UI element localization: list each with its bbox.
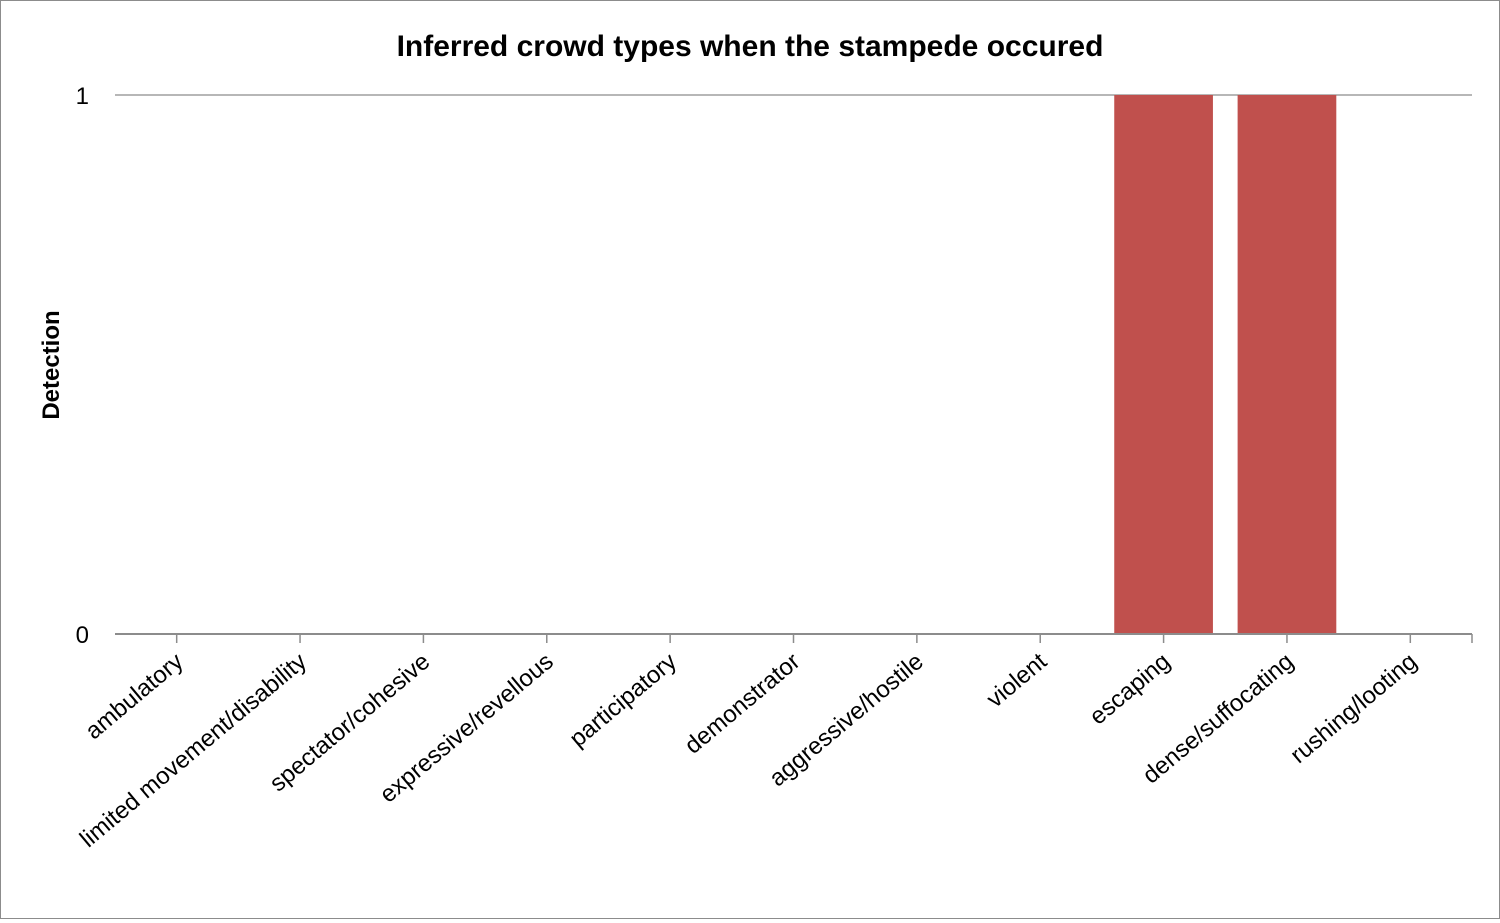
x-tick-label: violent bbox=[982, 648, 1053, 713]
y-axis-label: Detection bbox=[38, 310, 65, 419]
y-axis-ticks: 01 bbox=[76, 83, 89, 649]
x-tick-label: ambulatory bbox=[80, 648, 188, 745]
bar bbox=[1114, 95, 1213, 634]
y-tick-label: 0 bbox=[76, 622, 89, 649]
x-tick-label: limited movement/disability bbox=[75, 648, 312, 853]
y-tick-label: 1 bbox=[76, 83, 89, 110]
bars bbox=[1114, 95, 1337, 634]
bar bbox=[1237, 95, 1337, 634]
x-tick-label: participatory bbox=[564, 648, 682, 753]
x-axis bbox=[115, 633, 1473, 643]
x-tick-label: rushing/looting bbox=[1285, 648, 1422, 769]
chart-title: Inferred crowd types when the stampede o… bbox=[397, 30, 1104, 63]
x-tick-label: demonstrator bbox=[680, 648, 806, 760]
x-tick-label: escaping bbox=[1084, 648, 1175, 730]
